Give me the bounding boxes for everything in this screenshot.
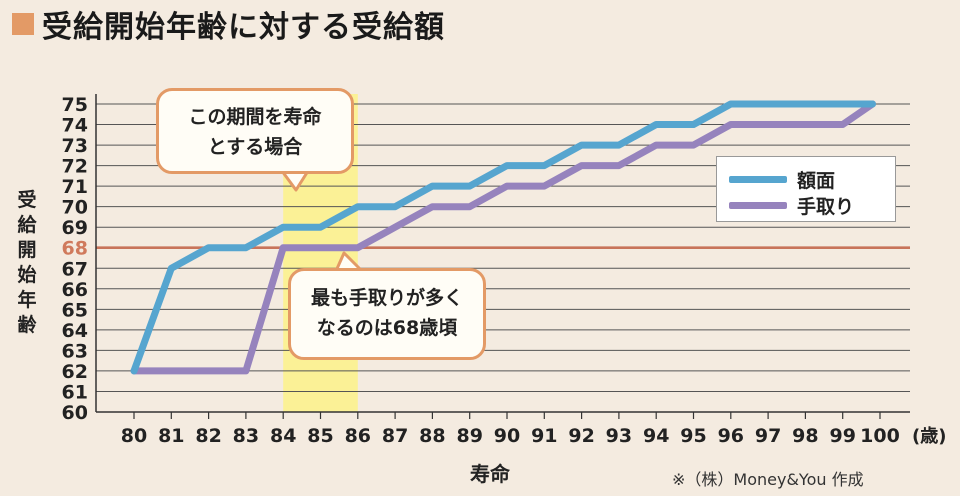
x-tick-label: 96: [718, 425, 744, 447]
y-tick-label: 63: [62, 340, 88, 362]
y-tick-label: 61: [62, 381, 88, 403]
y-tick-label: 74: [62, 115, 88, 137]
title-bar: 受給開始年齢に対する受給額: [12, 6, 445, 45]
x-tick-label: 93: [606, 425, 632, 447]
x-tick-label: 88: [419, 425, 445, 447]
series-line-gross: [130, 100, 876, 375]
callout-line: この期間を寿命: [188, 106, 322, 128]
x-tick-label: 98: [792, 425, 818, 447]
x-tick-label: 81: [158, 425, 184, 447]
x-tick-label: 95: [680, 425, 706, 447]
x-tick-label: 85: [307, 425, 333, 447]
y-tick-label: 68: [62, 238, 88, 260]
legend: 額面 手取り: [716, 156, 896, 222]
y-tick-label: 69: [62, 217, 88, 239]
callout-peak-takehome: 最も手取りが多く なるのは68歳頃: [288, 268, 486, 360]
callout-line: とする場合: [207, 136, 303, 158]
y-axis-label: 受給開始年齢: [17, 189, 37, 336]
x-tick-label: 99: [829, 425, 855, 447]
callout-lifespan-period: この期間を寿命 とする場合: [156, 88, 354, 174]
legend-swatch-gross: [729, 176, 787, 183]
legend-item-net: 手取り: [729, 192, 854, 219]
y-tick-label: 67: [62, 258, 88, 280]
x-tick-label: 82: [195, 425, 221, 447]
series-line-net: [130, 100, 876, 375]
x-tick-label: 89: [456, 425, 482, 447]
chart-title: 受給開始年齢に対する受給額: [42, 10, 445, 45]
callout-line: 最も手取りが多く: [310, 287, 463, 309]
x-unit-label: (歳): [912, 426, 946, 447]
y-tick-label: 71: [62, 176, 88, 198]
y-tick-label: 75: [62, 94, 88, 116]
y-tick-label: 65: [62, 299, 88, 321]
y-tick-label: 70: [62, 197, 88, 219]
x-tick-label: 100: [860, 425, 900, 447]
title-marker-icon: [12, 13, 34, 35]
legend-swatch-net: [729, 202, 787, 209]
legend-item-gross: 額面: [729, 166, 835, 193]
source-credit: ※（株）Money&You 作成: [672, 470, 864, 489]
x-tick-label: 80: [121, 425, 147, 447]
legend-label: 手取り: [797, 196, 855, 218]
x-tick-label: 92: [568, 425, 594, 447]
callout-line: なるのは68歳頃: [316, 317, 458, 339]
x-tick-label: 94: [643, 425, 669, 447]
x-tick-label: 91: [531, 425, 557, 447]
x-tick-label: 90: [494, 425, 520, 447]
x-tick-label: 97: [755, 425, 781, 447]
y-tick-label: 73: [62, 135, 88, 157]
x-tick-label: 86: [345, 425, 371, 447]
legend-label: 額面: [797, 170, 836, 192]
x-tick-label: 87: [382, 425, 408, 447]
y-tick-label: 60: [62, 402, 88, 424]
x-tick-label: 83: [233, 425, 259, 447]
y-tick-label: 66: [62, 279, 88, 301]
x-tick-label: 84: [270, 425, 296, 447]
x-axis-label: 寿命: [470, 462, 510, 486]
y-tick-label: 64: [62, 320, 88, 342]
y-tick-label: 72: [62, 156, 88, 178]
y-tick-label: 62: [62, 361, 88, 383]
